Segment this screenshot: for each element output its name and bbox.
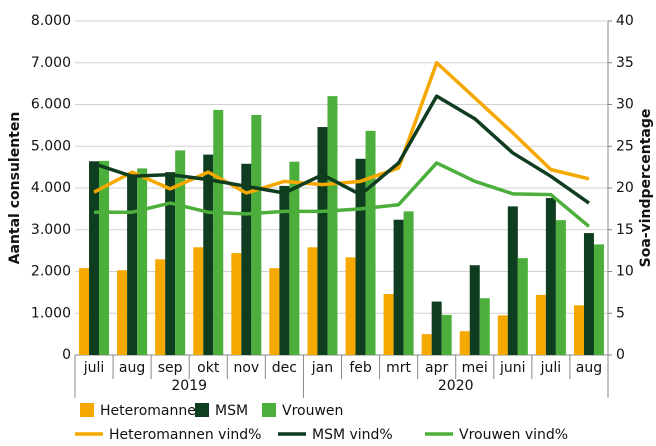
bar — [193, 247, 204, 355]
bar — [497, 315, 508, 355]
line — [94, 161, 591, 228]
bar — [431, 301, 442, 355]
group-label: 2020 — [438, 378, 474, 394]
bar — [393, 219, 404, 355]
bar — [459, 331, 470, 355]
bar — [583, 233, 594, 355]
bar — [213, 109, 224, 356]
legend-label: MSM — [215, 403, 248, 419]
legend-label: Heteromannen — [100, 403, 205, 419]
y2-tick-label: 25 — [616, 138, 634, 154]
bar — [89, 161, 100, 355]
bar — [79, 268, 90, 355]
y2-tick-label: 20 — [616, 180, 634, 196]
bar — [307, 247, 318, 355]
bar — [573, 305, 584, 355]
bar — [269, 268, 280, 355]
legend-swatch — [195, 403, 209, 417]
bar — [165, 172, 176, 355]
y2-tick-label: 5 — [616, 305, 625, 321]
bar — [289, 161, 300, 355]
legend-label: MSM vind% — [312, 427, 393, 443]
bar — [117, 270, 128, 355]
group-label: 2019 — [171, 378, 207, 394]
y2-tick-label: 30 — [616, 97, 634, 113]
x-tick-label: sep — [158, 360, 183, 376]
bar — [517, 258, 528, 355]
x-tick-label: okt — [197, 360, 220, 376]
y-axis-title: Aantal consulenten — [7, 112, 23, 265]
bar — [545, 198, 556, 355]
y-tick-label: 6.000 — [31, 97, 71, 113]
y-tick-label: 7.000 — [31, 55, 71, 71]
x-tick-label: dec — [272, 360, 297, 376]
x-tick-label: mei — [462, 360, 488, 376]
y-tick-label: 3.000 — [31, 222, 71, 238]
bar — [403, 211, 414, 355]
y-tick-label: 8.000 — [31, 13, 71, 29]
bar — [345, 257, 356, 355]
x-tick-label: juli — [540, 360, 562, 376]
bar — [241, 163, 252, 355]
bar — [155, 259, 166, 355]
y-tick-label: 1.000 — [31, 305, 71, 321]
legend-label: Vrouwen — [282, 403, 343, 419]
bar — [279, 185, 290, 355]
y2-tick-label: 40 — [616, 13, 634, 29]
legend-swatch — [80, 403, 94, 417]
x-tick-label: apr — [425, 360, 448, 376]
bar — [535, 294, 546, 355]
y-tick-label: 5.000 — [31, 138, 71, 154]
x-tick-label: aug — [576, 360, 602, 376]
bar — [479, 298, 490, 355]
bar — [469, 265, 480, 355]
y-tick-label: 0 — [62, 347, 71, 363]
x-tick-label: juli — [83, 360, 105, 376]
bar — [99, 160, 110, 355]
bar — [383, 294, 394, 355]
y-tick-label: 4.000 — [31, 180, 71, 196]
bar — [355, 158, 366, 355]
x-tick-label: juni — [499, 360, 526, 376]
bar — [507, 206, 518, 355]
y2-tick-label: 15 — [616, 222, 634, 238]
bar — [317, 127, 328, 355]
y-tick-label: 2.000 — [31, 264, 71, 280]
x-tick-label: nov — [233, 360, 259, 376]
y2-tick-label: 35 — [616, 55, 634, 71]
y2-tick-label: 0 — [616, 347, 625, 363]
bar — [251, 114, 262, 355]
bar — [175, 150, 186, 355]
legend-label: Vrouwen vind% — [459, 427, 568, 443]
bar — [137, 168, 148, 355]
line — [93, 94, 590, 205]
bar — [555, 220, 566, 355]
bar — [441, 314, 452, 355]
legend-swatch — [262, 403, 276, 417]
legend-label: Heteromannen vind% — [109, 427, 261, 443]
bar — [365, 130, 376, 355]
bar — [593, 244, 604, 355]
y2-tick-label: 10 — [616, 264, 634, 280]
bar — [231, 253, 242, 355]
x-tick-label: feb — [349, 360, 372, 376]
bar — [203, 154, 214, 355]
x-tick-label: jan — [311, 360, 333, 376]
bar — [327, 96, 338, 356]
bar — [127, 172, 138, 355]
y2-axis-title: Soa-vindpercentage — [638, 109, 654, 268]
x-tick-label: aug — [119, 360, 145, 376]
bar — [421, 334, 432, 355]
x-tick-label: mrt — [386, 360, 411, 376]
